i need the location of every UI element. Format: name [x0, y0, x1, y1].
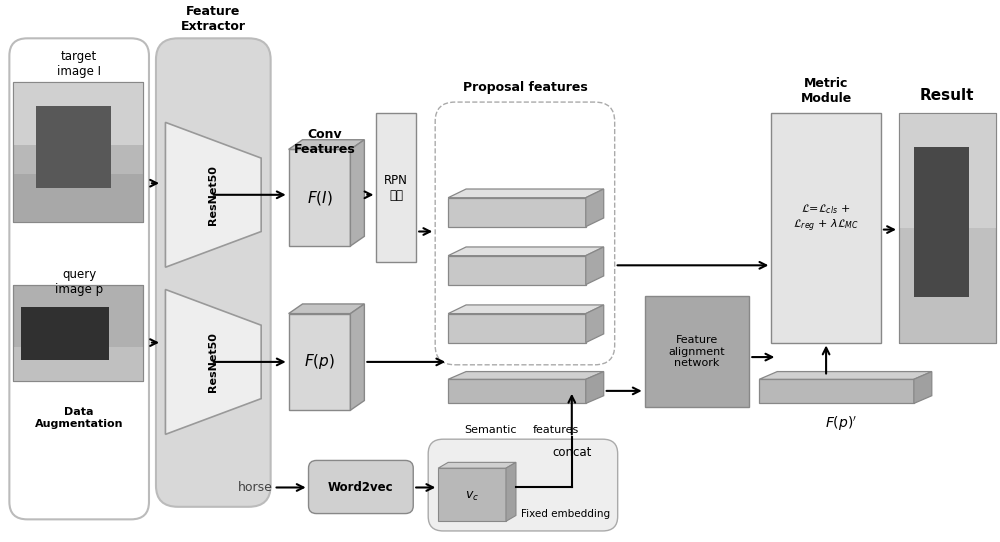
- Polygon shape: [289, 304, 364, 314]
- FancyBboxPatch shape: [899, 113, 996, 228]
- Polygon shape: [289, 140, 364, 150]
- FancyBboxPatch shape: [9, 38, 149, 519]
- Polygon shape: [289, 314, 350, 410]
- Text: Proposal features: Proposal features: [463, 81, 587, 94]
- Text: Metric
Module: Metric Module: [800, 77, 852, 105]
- Polygon shape: [438, 468, 506, 521]
- Text: Result: Result: [920, 88, 975, 103]
- FancyBboxPatch shape: [13, 285, 143, 381]
- Polygon shape: [586, 189, 604, 227]
- Text: ResNet50: ResNet50: [208, 165, 218, 225]
- Polygon shape: [448, 198, 586, 227]
- Text: $F(p)'$: $F(p)'$: [825, 415, 858, 433]
- FancyBboxPatch shape: [13, 82, 143, 145]
- Polygon shape: [438, 462, 516, 468]
- Text: $F(p)$: $F(p)$: [304, 352, 335, 371]
- Polygon shape: [759, 372, 932, 379]
- Polygon shape: [448, 256, 586, 285]
- Polygon shape: [586, 247, 604, 285]
- Text: Fixed embedding: Fixed embedding: [521, 509, 610, 519]
- Polygon shape: [759, 379, 914, 403]
- FancyBboxPatch shape: [645, 296, 749, 407]
- FancyBboxPatch shape: [376, 113, 416, 262]
- Text: query
image p: query image p: [55, 268, 103, 296]
- FancyBboxPatch shape: [309, 461, 413, 514]
- FancyBboxPatch shape: [21, 307, 109, 360]
- Polygon shape: [448, 314, 586, 343]
- Text: concat: concat: [552, 446, 591, 459]
- Polygon shape: [289, 150, 350, 246]
- Text: Conv
Features: Conv Features: [294, 128, 355, 156]
- Polygon shape: [448, 379, 586, 403]
- FancyBboxPatch shape: [899, 113, 996, 343]
- Text: Feature
Extractor: Feature Extractor: [181, 4, 246, 33]
- Text: $F(I)$: $F(I)$: [307, 189, 332, 207]
- Polygon shape: [350, 140, 364, 246]
- Text: Word2vec: Word2vec: [328, 481, 394, 494]
- FancyBboxPatch shape: [914, 147, 969, 296]
- Polygon shape: [165, 289, 261, 434]
- Polygon shape: [448, 305, 604, 314]
- Polygon shape: [914, 372, 932, 403]
- Polygon shape: [165, 122, 261, 267]
- Polygon shape: [586, 372, 604, 403]
- Polygon shape: [448, 247, 604, 256]
- FancyBboxPatch shape: [771, 113, 881, 343]
- FancyBboxPatch shape: [428, 439, 618, 531]
- FancyBboxPatch shape: [13, 347, 143, 381]
- Text: RPN
网络: RPN 网络: [384, 173, 408, 202]
- Text: $\mathcal{L}$=$\mathcal{L}_{cls}$ +
$\mathcal{L}_{reg}$ + $\lambda\mathcal{L}_{M: $\mathcal{L}$=$\mathcal{L}_{cls}$ + $\ma…: [793, 202, 859, 234]
- Polygon shape: [350, 304, 364, 410]
- FancyBboxPatch shape: [156, 38, 271, 507]
- Polygon shape: [586, 305, 604, 343]
- Polygon shape: [506, 462, 516, 521]
- Text: ResNet50: ResNet50: [208, 332, 218, 392]
- Text: target
image I: target image I: [57, 50, 101, 78]
- FancyBboxPatch shape: [13, 173, 143, 222]
- FancyBboxPatch shape: [36, 106, 111, 188]
- Text: Data
Augmentation: Data Augmentation: [35, 407, 123, 429]
- Text: Feature
alignment
network: Feature alignment network: [669, 335, 725, 369]
- Text: horse: horse: [238, 481, 273, 494]
- Text: features: features: [533, 425, 579, 435]
- Polygon shape: [448, 189, 604, 198]
- Polygon shape: [448, 372, 604, 379]
- Text: Semantic: Semantic: [464, 425, 516, 435]
- Text: $v_c$: $v_c$: [465, 490, 479, 503]
- FancyBboxPatch shape: [13, 82, 143, 222]
